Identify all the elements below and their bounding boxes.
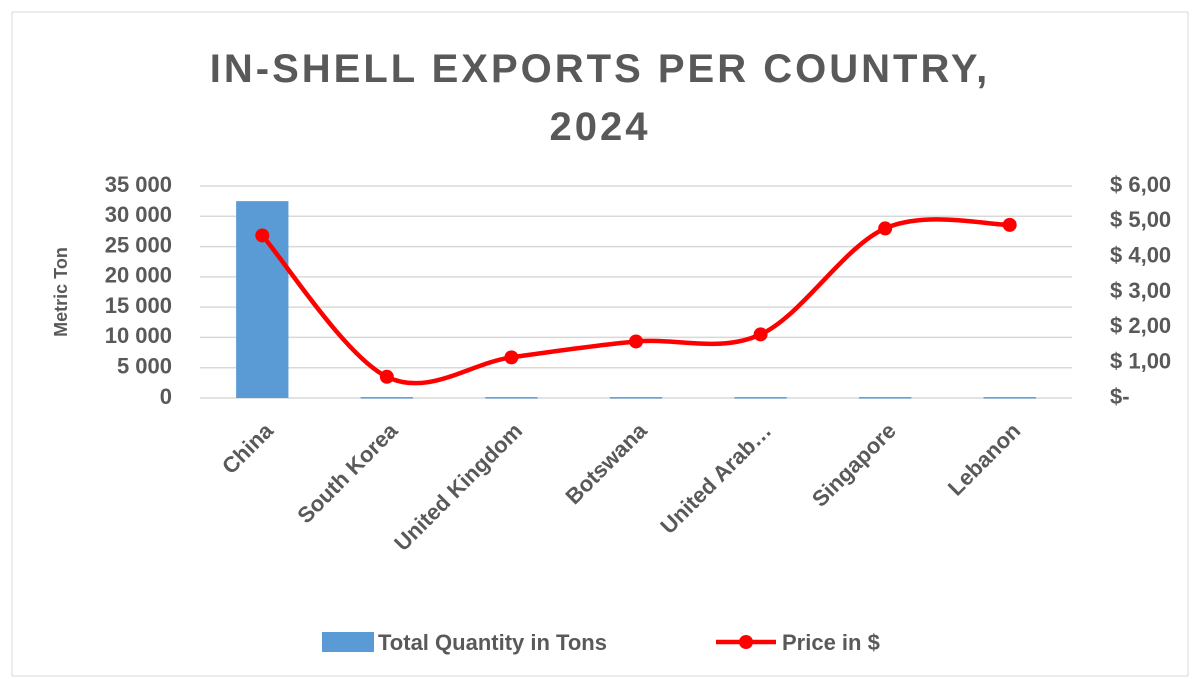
line-marker xyxy=(1002,217,1017,232)
line-marker xyxy=(629,334,643,349)
legend-marker xyxy=(739,635,753,649)
y2-tick-label: $- xyxy=(1110,384,1130,409)
legend-label: Total Quantity in Tons xyxy=(378,630,607,655)
legend-label: Price in $ xyxy=(782,630,880,655)
x-tick-label: Singapore xyxy=(807,418,901,512)
x-tick-label: United Kingdom xyxy=(389,418,527,556)
x-tick-label: United Arab… xyxy=(655,418,776,539)
chart-border xyxy=(11,11,1189,677)
y-axis-label: Metric Ton xyxy=(51,247,71,337)
y2-tick-label: $ 3,00 xyxy=(1110,278,1171,303)
x-tick-label: South Korea xyxy=(292,417,403,528)
bar xyxy=(485,397,538,399)
bar xyxy=(609,397,663,399)
x-tick-label: Lebanon xyxy=(943,418,1025,500)
legend-swatch xyxy=(322,632,374,652)
line xyxy=(260,217,1010,386)
line-marker xyxy=(753,327,768,342)
y-tick-label: 0 xyxy=(160,384,172,409)
line-marker xyxy=(878,221,893,236)
y2-tick-label: $ 4,00 xyxy=(1110,242,1171,267)
line-marker xyxy=(379,369,394,384)
y-tick-label: 35 000 xyxy=(105,172,172,197)
y2-tick-label: $ 5,00 xyxy=(1110,207,1171,232)
x-tick-label: China xyxy=(217,417,278,478)
y2-tick-label: $ 6,00 xyxy=(1110,172,1171,197)
y-tick-label: 30 000 xyxy=(105,202,172,227)
y-tick-label: 20 000 xyxy=(105,263,172,288)
y-tick-label: 15 000 xyxy=(105,293,172,318)
line-marker xyxy=(504,350,519,365)
bar xyxy=(734,397,787,399)
bar xyxy=(360,397,414,399)
bar xyxy=(983,397,1036,399)
y2-tick-label: $ 2,00 xyxy=(1110,313,1171,338)
y2-tick-label: $ 1,00 xyxy=(1110,348,1171,373)
line-marker xyxy=(255,228,270,243)
chart-title: IN-SHELL EXPORTS PER COUNTRY, 2024 xyxy=(209,47,991,149)
x-tick-label: Botswana xyxy=(560,417,652,509)
y-tick-label: 5 000 xyxy=(117,354,172,379)
y-tick-label: 10 000 xyxy=(105,323,172,348)
bar xyxy=(858,397,912,399)
y-tick-label: 25 000 xyxy=(105,232,172,257)
